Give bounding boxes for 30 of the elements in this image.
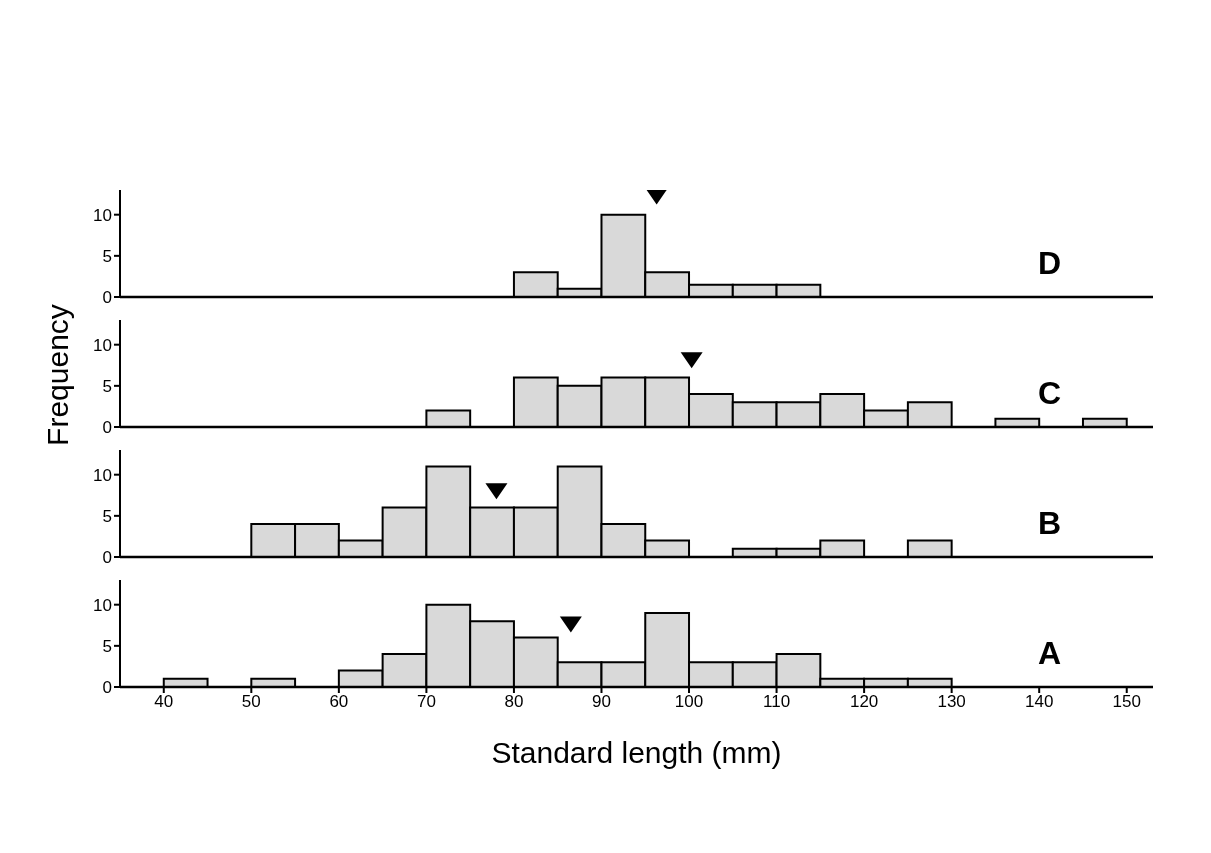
- y-tick-label: 5: [102, 636, 112, 656]
- y-tick-label: 10: [93, 335, 112, 355]
- x-tick-label: 130: [937, 692, 966, 712]
- y-axis-title: Frequency: [41, 304, 75, 446]
- x-tick-label: 80: [504, 692, 524, 712]
- y-tick-label: 5: [102, 506, 112, 526]
- text: B: [1038, 505, 1062, 542]
- x-tick-label: 70: [416, 692, 436, 712]
- y-tick-label: 0: [102, 548, 112, 568]
- y-tick-label: 0: [102, 288, 112, 308]
- text: D: [1038, 245, 1062, 282]
- y-tick-label: 5: [102, 246, 112, 266]
- x-tick-label: 140: [1025, 692, 1054, 712]
- y-tick-label: 10: [93, 205, 112, 225]
- text: C: [1038, 375, 1062, 412]
- y-tick-label: 0: [102, 678, 112, 698]
- y-tick-label: 10: [93, 595, 112, 615]
- x-tick-label: 50: [241, 692, 261, 712]
- x-tick-label: 90: [592, 692, 611, 712]
- x-tick-label: 100: [674, 692, 704, 712]
- x-tick-label: 40: [154, 692, 174, 712]
- y-tick-label: 5: [102, 376, 112, 396]
- y-tick-label: 0: [102, 418, 112, 438]
- x-tick-label: 150: [1112, 692, 1141, 712]
- y-tick-label: 10: [93, 465, 112, 485]
- x-tick-label: 120: [849, 692, 879, 712]
- text: A: [1038, 635, 1062, 672]
- x-axis-title: Standard length (mm): [491, 736, 782, 769]
- x-tick-label: 110: [763, 692, 791, 712]
- x-tick-label: 60: [329, 692, 349, 712]
